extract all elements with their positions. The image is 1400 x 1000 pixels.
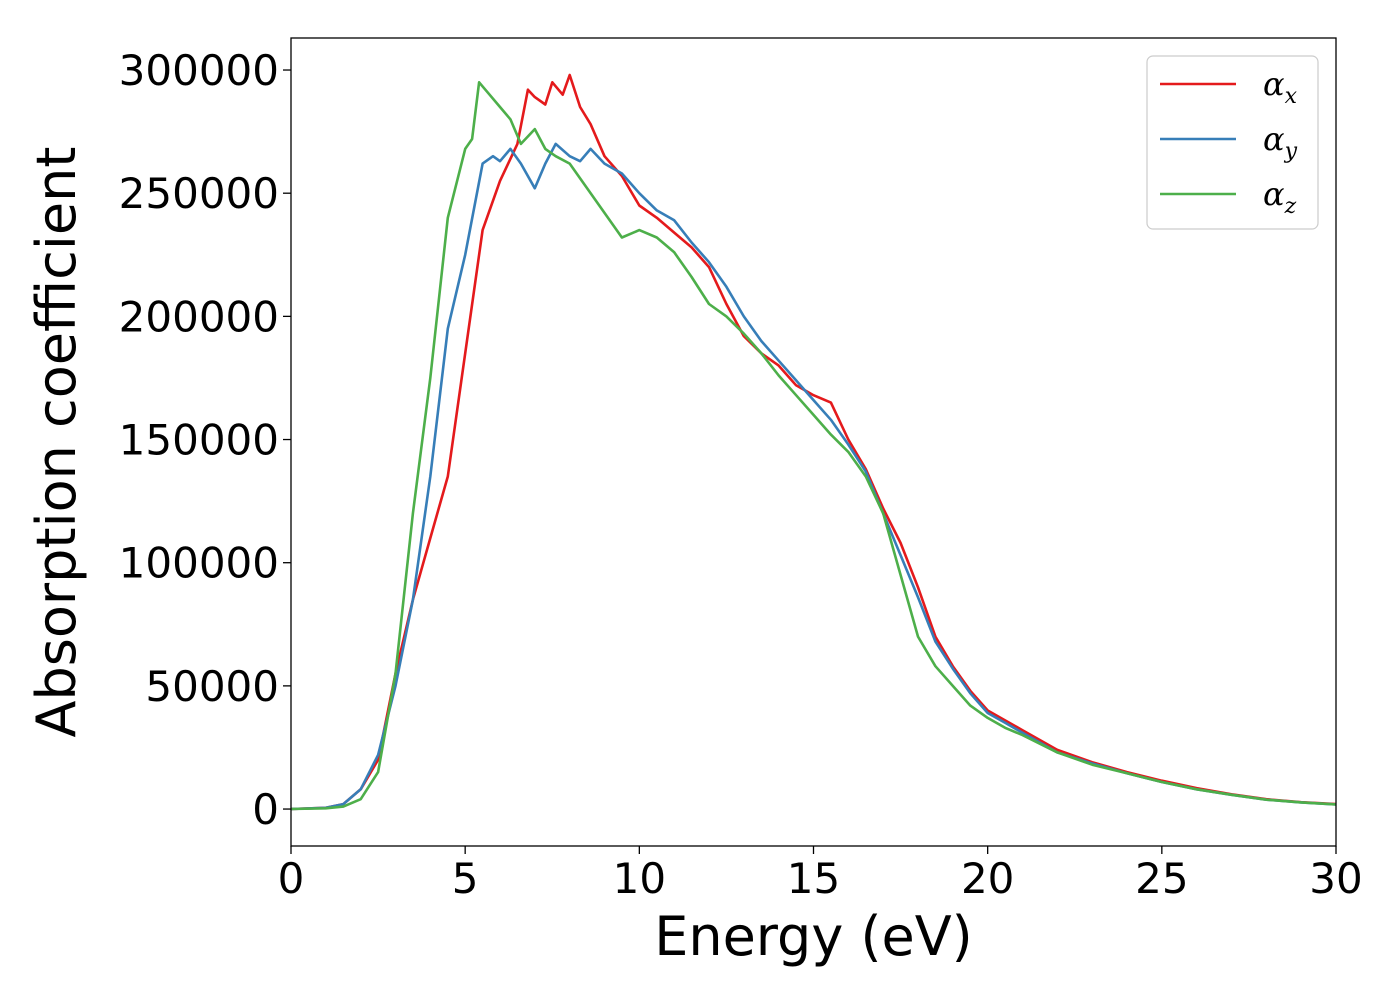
series-line-x xyxy=(291,73,1336,811)
y-tick-label: 150000 xyxy=(119,416,279,465)
x-tick-label: 10 xyxy=(613,854,666,903)
series-layer xyxy=(291,73,1336,811)
x-axis-ticks: 0 5 10 15 20 25 30 xyxy=(278,846,1363,903)
y-tick-label: 250000 xyxy=(119,169,279,218)
x-tick-label: 0 xyxy=(278,854,305,903)
x-tick-label: 5 xyxy=(452,854,479,903)
series-line-z xyxy=(291,81,1336,811)
y-tick-label: 50000 xyxy=(145,662,279,711)
x-axis-title: Energy (eV) xyxy=(654,905,973,968)
y-tick-label: 200000 xyxy=(119,292,279,341)
y-tick-label: 300000 xyxy=(119,46,279,95)
x-tick-label: 30 xyxy=(1309,854,1362,903)
y-axis-title: Absorption coefficient xyxy=(25,147,88,738)
x-tick-label: 15 xyxy=(787,854,840,903)
legend-box xyxy=(1146,55,1319,230)
x-tick-label: 25 xyxy=(1135,854,1188,903)
y-axis-ticks: 0 50000 100000 150000 200000 250000 300000 xyxy=(119,46,291,834)
x-tick-label: 20 xyxy=(961,854,1014,903)
y-tick-label: 100000 xyxy=(119,539,279,588)
y-tick-label: 0 xyxy=(252,785,279,834)
series-line-y xyxy=(291,142,1336,811)
